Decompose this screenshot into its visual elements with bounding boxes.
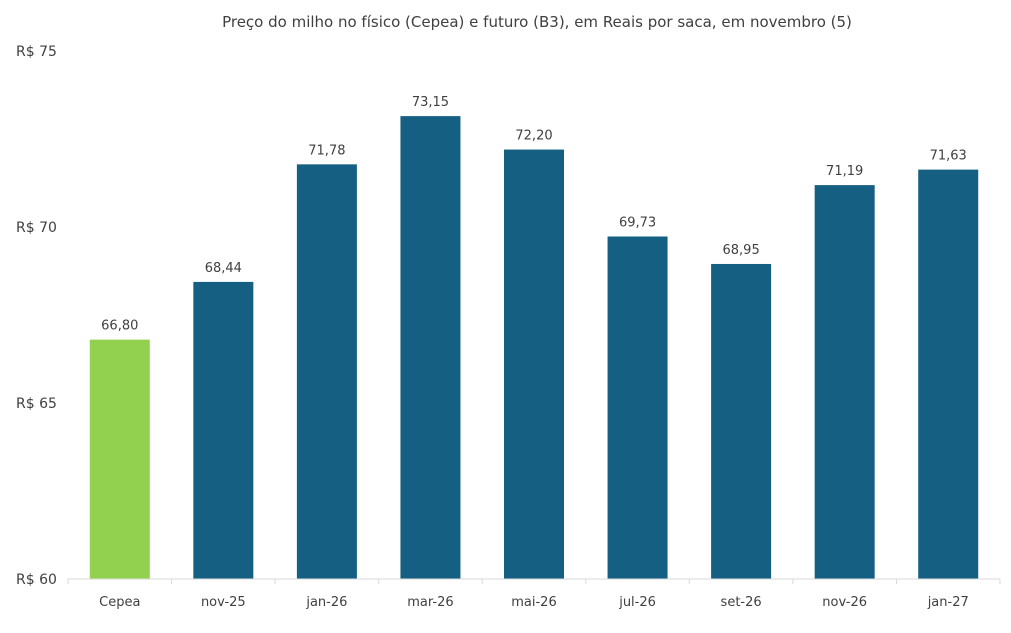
y-tick-label: R$ 75 (16, 44, 57, 60)
bar (814, 185, 875, 579)
y-tick-label: R$ 70 (16, 220, 57, 236)
data-label: 71,63 (930, 149, 967, 164)
x-tick-label: mai-26 (511, 595, 556, 610)
data-label: 69,73 (619, 216, 656, 231)
x-tick-label: nov-25 (201, 595, 246, 610)
x-tick-label: Cepea (99, 595, 140, 610)
chart-title: Preço do milho no físico (Cepea) e futur… (222, 13, 852, 31)
x-tick-label: nov-26 (822, 595, 867, 610)
data-label: 71,78 (308, 143, 345, 158)
bar (918, 169, 979, 579)
x-axis: Cepea nov-25 jan-26 mar-26 mai-26 jul-26 set-2… (67, 578, 1001, 610)
bar (296, 164, 357, 579)
data-label: 68,44 (205, 261, 242, 276)
x-tick-label: mar-26 (407, 595, 453, 610)
bar (711, 263, 772, 579)
data-label: 66,80 (101, 319, 138, 334)
data-label: 68,95 (723, 243, 760, 258)
y-tick-label: R$ 65 (16, 396, 57, 412)
bar (400, 116, 461, 580)
bar (193, 281, 254, 579)
x-tick-label: jul-26 (618, 595, 656, 610)
bar (504, 149, 564, 579)
x-tick-label: jan-27 (927, 595, 969, 610)
bar (89, 339, 150, 579)
x-tick-label: set-26 (721, 595, 762, 610)
y-tick-label: R$ 60 (16, 572, 57, 588)
x-tick-label: jan-26 (305, 595, 347, 610)
y-axis: R$ 60 R$ 65 R$ 70 R$ 75 (16, 44, 57, 588)
bars: 66,80 68,44 71,78 73,15 72,20 69,73 68,95 71,19… (89, 95, 979, 580)
data-label: 73,15 (412, 95, 449, 110)
data-label: 72,20 (515, 129, 552, 144)
bar (607, 236, 668, 579)
data-label: 71,19 (826, 164, 863, 179)
